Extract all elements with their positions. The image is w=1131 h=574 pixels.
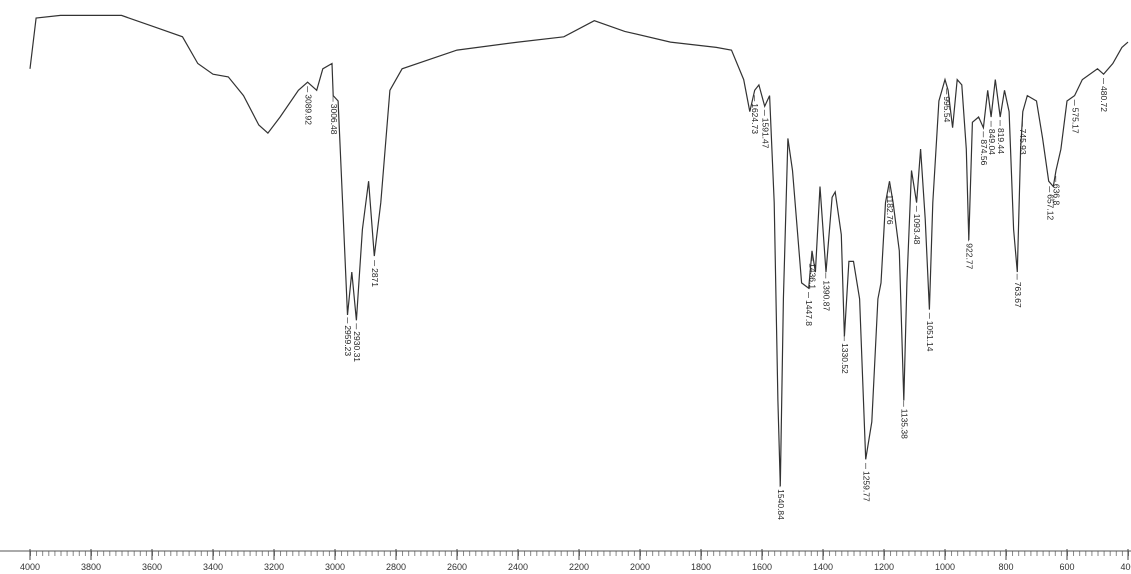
peak-label: 819.44 [996, 128, 1006, 154]
peak-label: 657.12 [1045, 194, 1055, 220]
peak-label: 1624.73 [750, 103, 760, 134]
x-tick-label: 1000 [935, 562, 955, 572]
peak-label: 745.93 [1018, 129, 1028, 155]
peak-label: 2959.23 [343, 325, 353, 356]
peak-label: 3089.92 [303, 94, 313, 125]
peak-label: 922.77 [964, 243, 974, 269]
peak-label: 1447.8 [804, 300, 814, 326]
peak-label: 636.8 [1052, 184, 1062, 206]
peak-label: 1540.84 [776, 489, 786, 520]
x-tick-label: 2800 [386, 562, 406, 572]
peak-label: 3006.48 [329, 104, 339, 135]
x-tick-label: 3800 [81, 562, 101, 572]
peak-label: 1591.47 [760, 118, 770, 149]
peak-label: 849.04 [987, 129, 997, 155]
peak-label: 995.54 [942, 96, 952, 122]
x-tick-label: 2600 [447, 562, 467, 572]
x-tick-label: 4000 [20, 562, 40, 572]
x-tick-label: 400 [1120, 562, 1131, 572]
x-tick-label: 1800 [691, 562, 711, 572]
peak-label: 1436.1 [808, 263, 818, 289]
peak-label: 480.72 [1099, 86, 1109, 112]
peak-label: 1259.77 [862, 471, 872, 502]
peak-label: 1182.76 [885, 194, 895, 224]
x-tick-label: 2400 [508, 562, 528, 572]
peak-label: 2871 [370, 268, 380, 287]
peak-label: 1093.48 [912, 214, 922, 245]
x-tick-label: 3600 [142, 562, 162, 572]
peak-label: 575.17 [1070, 108, 1080, 134]
x-tick-label: 3000 [325, 562, 345, 572]
x-tick-label: 1200 [874, 562, 894, 572]
x-tick-label: 3400 [203, 562, 223, 572]
minor-ticks [30, 548, 1131, 560]
peak-label: 763.67 [1013, 282, 1023, 308]
peak-label: 1390.87 [822, 280, 832, 311]
peak-label: 1051.14 [925, 321, 935, 352]
peak-label: 874.56 [979, 139, 989, 165]
x-tick-label: 1400 [813, 562, 833, 572]
x-tick-label: 2200 [569, 562, 589, 572]
x-tick-label: 2000 [630, 562, 650, 572]
peak-label: 2930.31 [352, 331, 362, 362]
x-tick-label: 800 [998, 562, 1013, 572]
x-tick-label: 600 [1059, 562, 1074, 572]
peak-label: 1135.38 [899, 409, 909, 439]
x-tick-label: 1600 [752, 562, 772, 572]
x-tick-label: 3200 [264, 562, 284, 572]
spectrum-line [29, 14, 1129, 487]
peak-label: 1330.52 [840, 343, 850, 374]
